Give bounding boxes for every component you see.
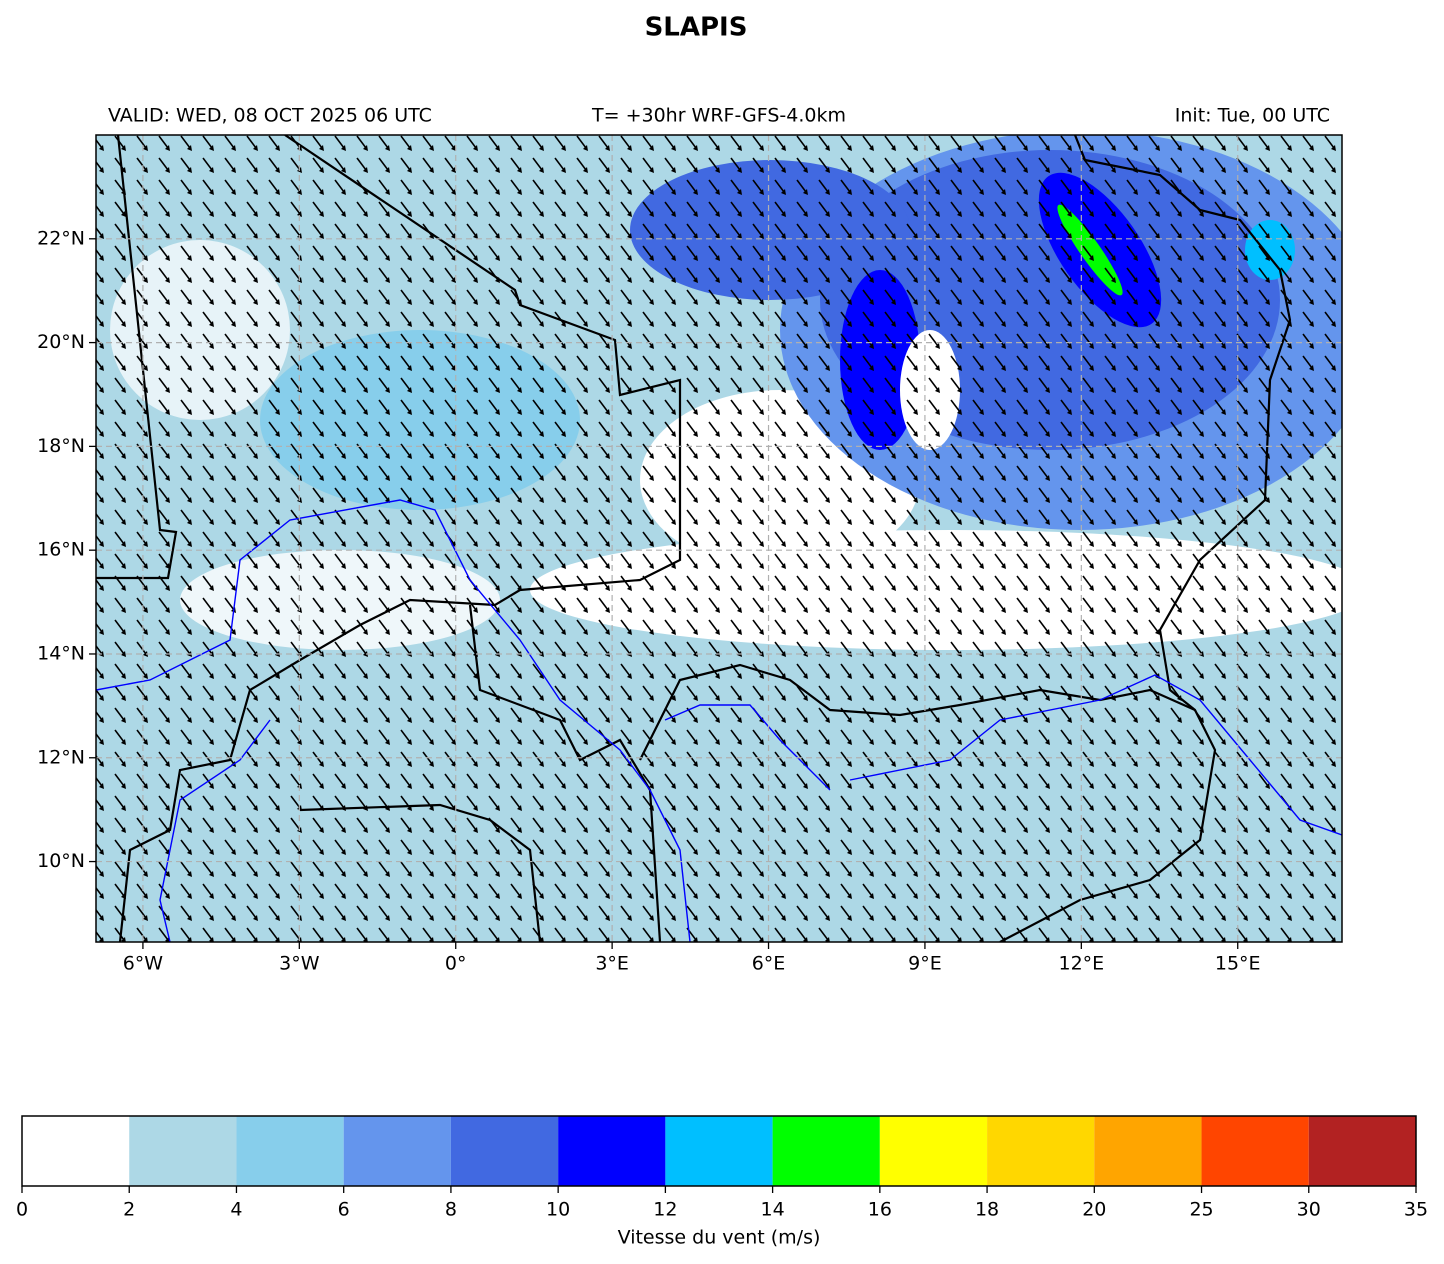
y-tick-label: 14°N	[37, 642, 85, 664]
x-tick-label: 15°E	[1215, 953, 1261, 975]
border	[999, 135, 1292, 942]
colorbar-segment	[558, 1116, 666, 1186]
map-field	[96, 135, 1342, 942]
colorbar-segment	[772, 1116, 880, 1186]
colorbar-segment	[879, 1116, 988, 1186]
colorbar-segment	[129, 1116, 237, 1186]
border	[96, 135, 178, 580]
title: SLAPIS	[645, 13, 748, 43]
y-tick-label: 12°N	[37, 746, 85, 768]
run-info: T= +30hr WRF-GFS-4.0km	[591, 105, 846, 127]
colorbar-tick-label: 8	[445, 1199, 457, 1221]
colorbar-segment	[450, 1116, 559, 1186]
colorbar-segment	[1094, 1116, 1202, 1186]
x-tick-label: 9°E	[908, 953, 942, 975]
colorbar-tick-label: 10	[546, 1199, 570, 1221]
border	[118, 135, 682, 942]
colorbar-tick-label: 12	[653, 1199, 677, 1221]
colorbar-frame	[21, 1115, 1417, 1187]
colorbar-tick-label: 35	[1404, 1199, 1428, 1221]
border	[299, 803, 542, 942]
river	[664, 704, 831, 791]
colorbar-tick-label: 0	[16, 1199, 28, 1221]
colorbar-tick-label: 16	[868, 1199, 892, 1221]
colorbar-label: Vitesse du vent (m/s)	[618, 1227, 821, 1249]
colorbar-segment	[22, 1116, 130, 1186]
x-tick-label: 0°	[445, 953, 467, 975]
colorbar-tick-label: 20	[1082, 1199, 1106, 1221]
x-tick-label: 6°E	[752, 953, 786, 975]
x-tick-label: 3°E	[595, 953, 629, 975]
river	[159, 719, 271, 942]
colorbar-segment	[1201, 1116, 1309, 1186]
map-frame	[95, 134, 1343, 943]
y-tick-label: 20°N	[37, 331, 85, 353]
init-time: Init: Tue, 00 UTC	[1175, 105, 1330, 127]
y-tick-label: 22°N	[37, 227, 85, 249]
y-tick-label: 18°N	[37, 435, 85, 457]
wind-arrows	[96, 135, 1342, 942]
valid-time: VALID: WED, 08 OCT 2025 06 UTC	[108, 105, 432, 127]
x-tick-label: 3°W	[279, 953, 320, 975]
colorbar-segment	[665, 1116, 773, 1186]
colorbar-tick-label: 25	[1189, 1199, 1213, 1221]
x-tick-label: 6°W	[123, 953, 164, 975]
colorbar-segment	[236, 1116, 344, 1186]
colorbar-tick-label: 14	[761, 1199, 785, 1221]
colorbar-tick-label: 2	[123, 1199, 135, 1221]
colorbar-segment	[343, 1116, 451, 1186]
x-tick-label: 12°E	[1058, 953, 1104, 975]
y-tick-label: 10°N	[37, 850, 85, 872]
colorbar-segment	[1308, 1116, 1416, 1186]
border	[639, 663, 1196, 761]
colorbar-segment	[987, 1116, 1095, 1186]
colorbar-tick-label: 30	[1297, 1199, 1321, 1221]
river	[96, 499, 691, 942]
colorbar-tick-label: 4	[230, 1199, 242, 1221]
y-tick-label: 16°N	[37, 539, 85, 561]
river	[849, 674, 1342, 836]
colorbar-tick-label: 18	[975, 1199, 999, 1221]
colorbar-tick-label: 6	[338, 1199, 350, 1221]
